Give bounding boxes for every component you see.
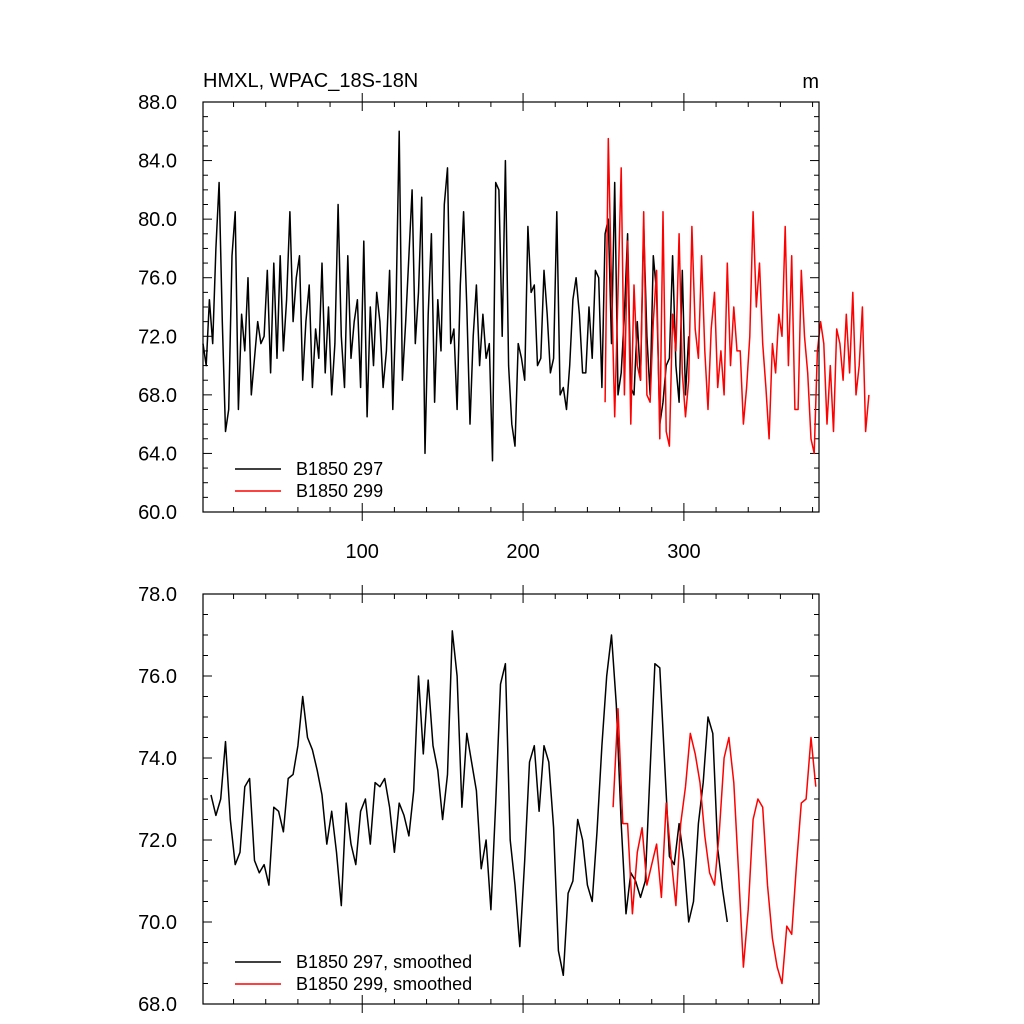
y-tick-label: 74.0 bbox=[138, 748, 177, 770]
legend-label-b1850-297: B1850 297 bbox=[296, 459, 383, 479]
top-tick-labels: 60.0 64.0 68.0 72.0 76.0 80.0 84.0 88.0 100 200 30… bbox=[138, 92, 701, 563]
x-tick-label: 100 bbox=[346, 541, 379, 563]
y-tick-label: 72.0 bbox=[138, 830, 177, 852]
top-series-lines bbox=[202, 130, 870, 462]
top-plot-frame bbox=[202, 101, 820, 513]
y-tick-label: 68.0 bbox=[138, 385, 177, 407]
y-tick-label: 70.0 bbox=[138, 912, 177, 934]
y-tick-label: 80.0 bbox=[138, 209, 177, 231]
y-tick-label: 60.0 bbox=[138, 502, 177, 524]
legend-label-b1850-299-smoothed: B1850 299, smoothed bbox=[296, 974, 472, 994]
bottom-tick-labels: 68.0 70.0 72.0 74.0 76.0 78.0 bbox=[138, 584, 177, 1016]
y-tick-label: 68.0 bbox=[138, 994, 177, 1016]
x-tick-label: 200 bbox=[506, 541, 539, 563]
bottom-series-line-b1850-299-smoothed bbox=[612, 708, 817, 985]
bottom-legend: B1850 297, smoothed B1850 299, smoothed bbox=[235, 952, 472, 994]
bottom-axis-ticks bbox=[203, 585, 819, 1013]
top-series-line-b1850-297 bbox=[202, 130, 690, 462]
y-tick-label: 76.0 bbox=[138, 666, 177, 688]
y-tick-label: 76.0 bbox=[138, 268, 177, 290]
y-tick-label: 78.0 bbox=[138, 584, 177, 606]
bottom-series-line-b1850-297-smoothed bbox=[210, 630, 729, 977]
y-tick-label: 64.0 bbox=[138, 443, 177, 465]
x-tick-label: 300 bbox=[667, 541, 700, 563]
bottom-chart-panel: 68.0 70.0 72.0 74.0 76.0 78.0 B1850 297, smoo… bbox=[138, 584, 820, 1016]
y-tick-label: 72.0 bbox=[138, 326, 177, 348]
top-chart-title: HMXL, WPAC_18S-18N bbox=[203, 70, 418, 92]
top-series-line-b1850-299 bbox=[604, 137, 870, 455]
y-tick-label: 88.0 bbox=[138, 92, 177, 114]
bottom-series-lines bbox=[210, 630, 817, 985]
bottom-plot-frame bbox=[202, 593, 820, 1005]
top-chart-units: m bbox=[802, 71, 819, 93]
top-chart-panel: HMXL, WPAC_18S-18N m 60.0 64.0 68.0 72.0 76.… bbox=[138, 70, 870, 563]
top-legend: B1850 297 B1850 299 bbox=[235, 459, 383, 501]
y-tick-label: 84.0 bbox=[138, 151, 177, 173]
legend-label-b1850-299: B1850 299 bbox=[296, 481, 383, 501]
legend-label-b1850-297-smoothed: B1850 297, smoothed bbox=[296, 952, 472, 972]
